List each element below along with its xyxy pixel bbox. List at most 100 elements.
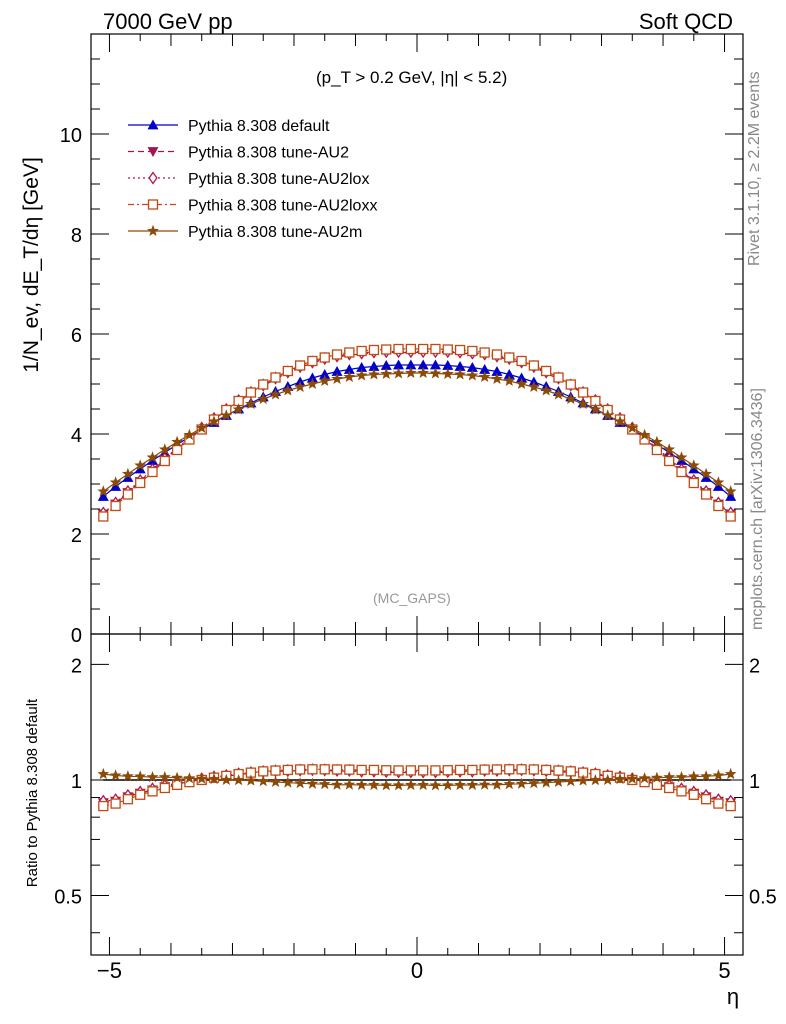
data-point bbox=[356, 764, 367, 776]
data-point bbox=[232, 774, 245, 786]
rivet-version-label: Rivet 3.1.10, ≥ 2.2M events bbox=[746, 71, 763, 266]
data-point bbox=[147, 466, 158, 478]
data-point bbox=[147, 786, 158, 797]
data-point bbox=[504, 352, 515, 363]
data-point bbox=[405, 778, 417, 791]
data-point bbox=[564, 392, 577, 404]
y-tick-label: 6 bbox=[71, 325, 82, 347]
header-right-label: Soft QCD bbox=[638, 9, 733, 34]
data-point bbox=[318, 778, 331, 790]
data-point bbox=[122, 489, 134, 500]
x-axis-label: η bbox=[727, 984, 739, 1009]
data-point bbox=[294, 380, 306, 392]
data-point bbox=[491, 349, 503, 360]
data-point bbox=[688, 463, 700, 474]
data-point bbox=[540, 384, 553, 396]
data-point bbox=[516, 355, 527, 367]
data-point bbox=[713, 500, 724, 512]
data-point bbox=[380, 360, 392, 370]
data-point bbox=[381, 765, 392, 776]
data-point bbox=[97, 491, 109, 501]
x-tick-label: 0 bbox=[411, 958, 423, 983]
data-point bbox=[147, 224, 159, 236]
data-point bbox=[380, 779, 393, 791]
data-point bbox=[282, 764, 293, 776]
legend-entry-label: Pythia 8.308 tune-AU2m bbox=[188, 224, 362, 241]
data-point bbox=[269, 388, 282, 400]
data-point bbox=[676, 786, 687, 797]
data-point bbox=[319, 369, 331, 379]
y-tick-label: 0 bbox=[71, 625, 82, 647]
data-point bbox=[294, 764, 306, 775]
data-point bbox=[479, 347, 490, 358]
data-point bbox=[429, 359, 441, 370]
data-point bbox=[589, 403, 602, 415]
data-point bbox=[148, 171, 158, 185]
data-point bbox=[552, 388, 565, 400]
data-point bbox=[454, 778, 466, 791]
mcplots-reference-label: mcplots.cern.ch [arXiv:1306.3436] bbox=[749, 388, 766, 630]
data-point bbox=[491, 778, 503, 790]
data-point bbox=[675, 771, 688, 783]
data-point bbox=[405, 765, 416, 776]
data-point bbox=[503, 369, 515, 379]
data-point bbox=[725, 800, 736, 812]
data-point bbox=[491, 366, 503, 376]
data-point bbox=[318, 374, 331, 386]
data-point bbox=[122, 770, 134, 782]
data-point bbox=[269, 775, 282, 787]
data-point bbox=[135, 789, 146, 800]
data-point bbox=[712, 769, 725, 781]
data-point bbox=[146, 451, 159, 463]
data-point bbox=[700, 472, 712, 482]
data-point bbox=[208, 415, 220, 427]
data-point bbox=[442, 765, 453, 776]
y-tick-label: 10 bbox=[60, 125, 82, 147]
data-point bbox=[700, 489, 712, 500]
data-point bbox=[405, 366, 417, 378]
data-point bbox=[307, 355, 318, 367]
data-point bbox=[454, 344, 466, 356]
data-point bbox=[553, 765, 564, 776]
data-point bbox=[515, 777, 528, 789]
data-point bbox=[147, 147, 159, 157]
y-tick-label-right: 2 bbox=[749, 655, 760, 677]
data-point bbox=[245, 397, 257, 409]
data-point bbox=[368, 778, 380, 791]
analysis-tag: (MC_GAPS) bbox=[373, 590, 451, 606]
y-axis-label-bottom: Ratio to Pythia 8.308 default bbox=[24, 698, 41, 887]
data-point bbox=[467, 345, 478, 357]
data-point bbox=[491, 764, 503, 775]
data-point bbox=[418, 343, 429, 355]
y-tick-label: 4 bbox=[71, 425, 82, 447]
data-point bbox=[712, 481, 724, 491]
data-point bbox=[171, 771, 183, 783]
data-point bbox=[220, 773, 233, 785]
data-point bbox=[528, 777, 540, 789]
data-point bbox=[220, 409, 233, 421]
data-point bbox=[417, 359, 429, 370]
legend-group: Pythia 8.308 default Pythia 8.308 tune-AU… bbox=[128, 118, 377, 241]
data-point bbox=[651, 444, 663, 456]
data-point bbox=[380, 367, 393, 379]
data-point bbox=[306, 377, 319, 389]
data-point bbox=[528, 764, 540, 775]
data-point bbox=[516, 764, 527, 775]
data-point bbox=[577, 387, 589, 398]
data-point bbox=[306, 777, 319, 789]
data-point bbox=[355, 369, 368, 381]
data-point bbox=[589, 774, 602, 786]
data-point bbox=[183, 772, 196, 784]
data-point bbox=[147, 119, 159, 130]
data-point bbox=[97, 767, 110, 780]
data-point bbox=[687, 459, 700, 471]
series-line bbox=[103, 769, 731, 802]
data-point bbox=[713, 798, 724, 809]
data-point bbox=[626, 421, 639, 433]
y-tick-label: 0.5 bbox=[54, 887, 82, 909]
data-point bbox=[564, 775, 577, 787]
data-point bbox=[122, 472, 134, 482]
y-tick-label: 8 bbox=[71, 225, 82, 247]
